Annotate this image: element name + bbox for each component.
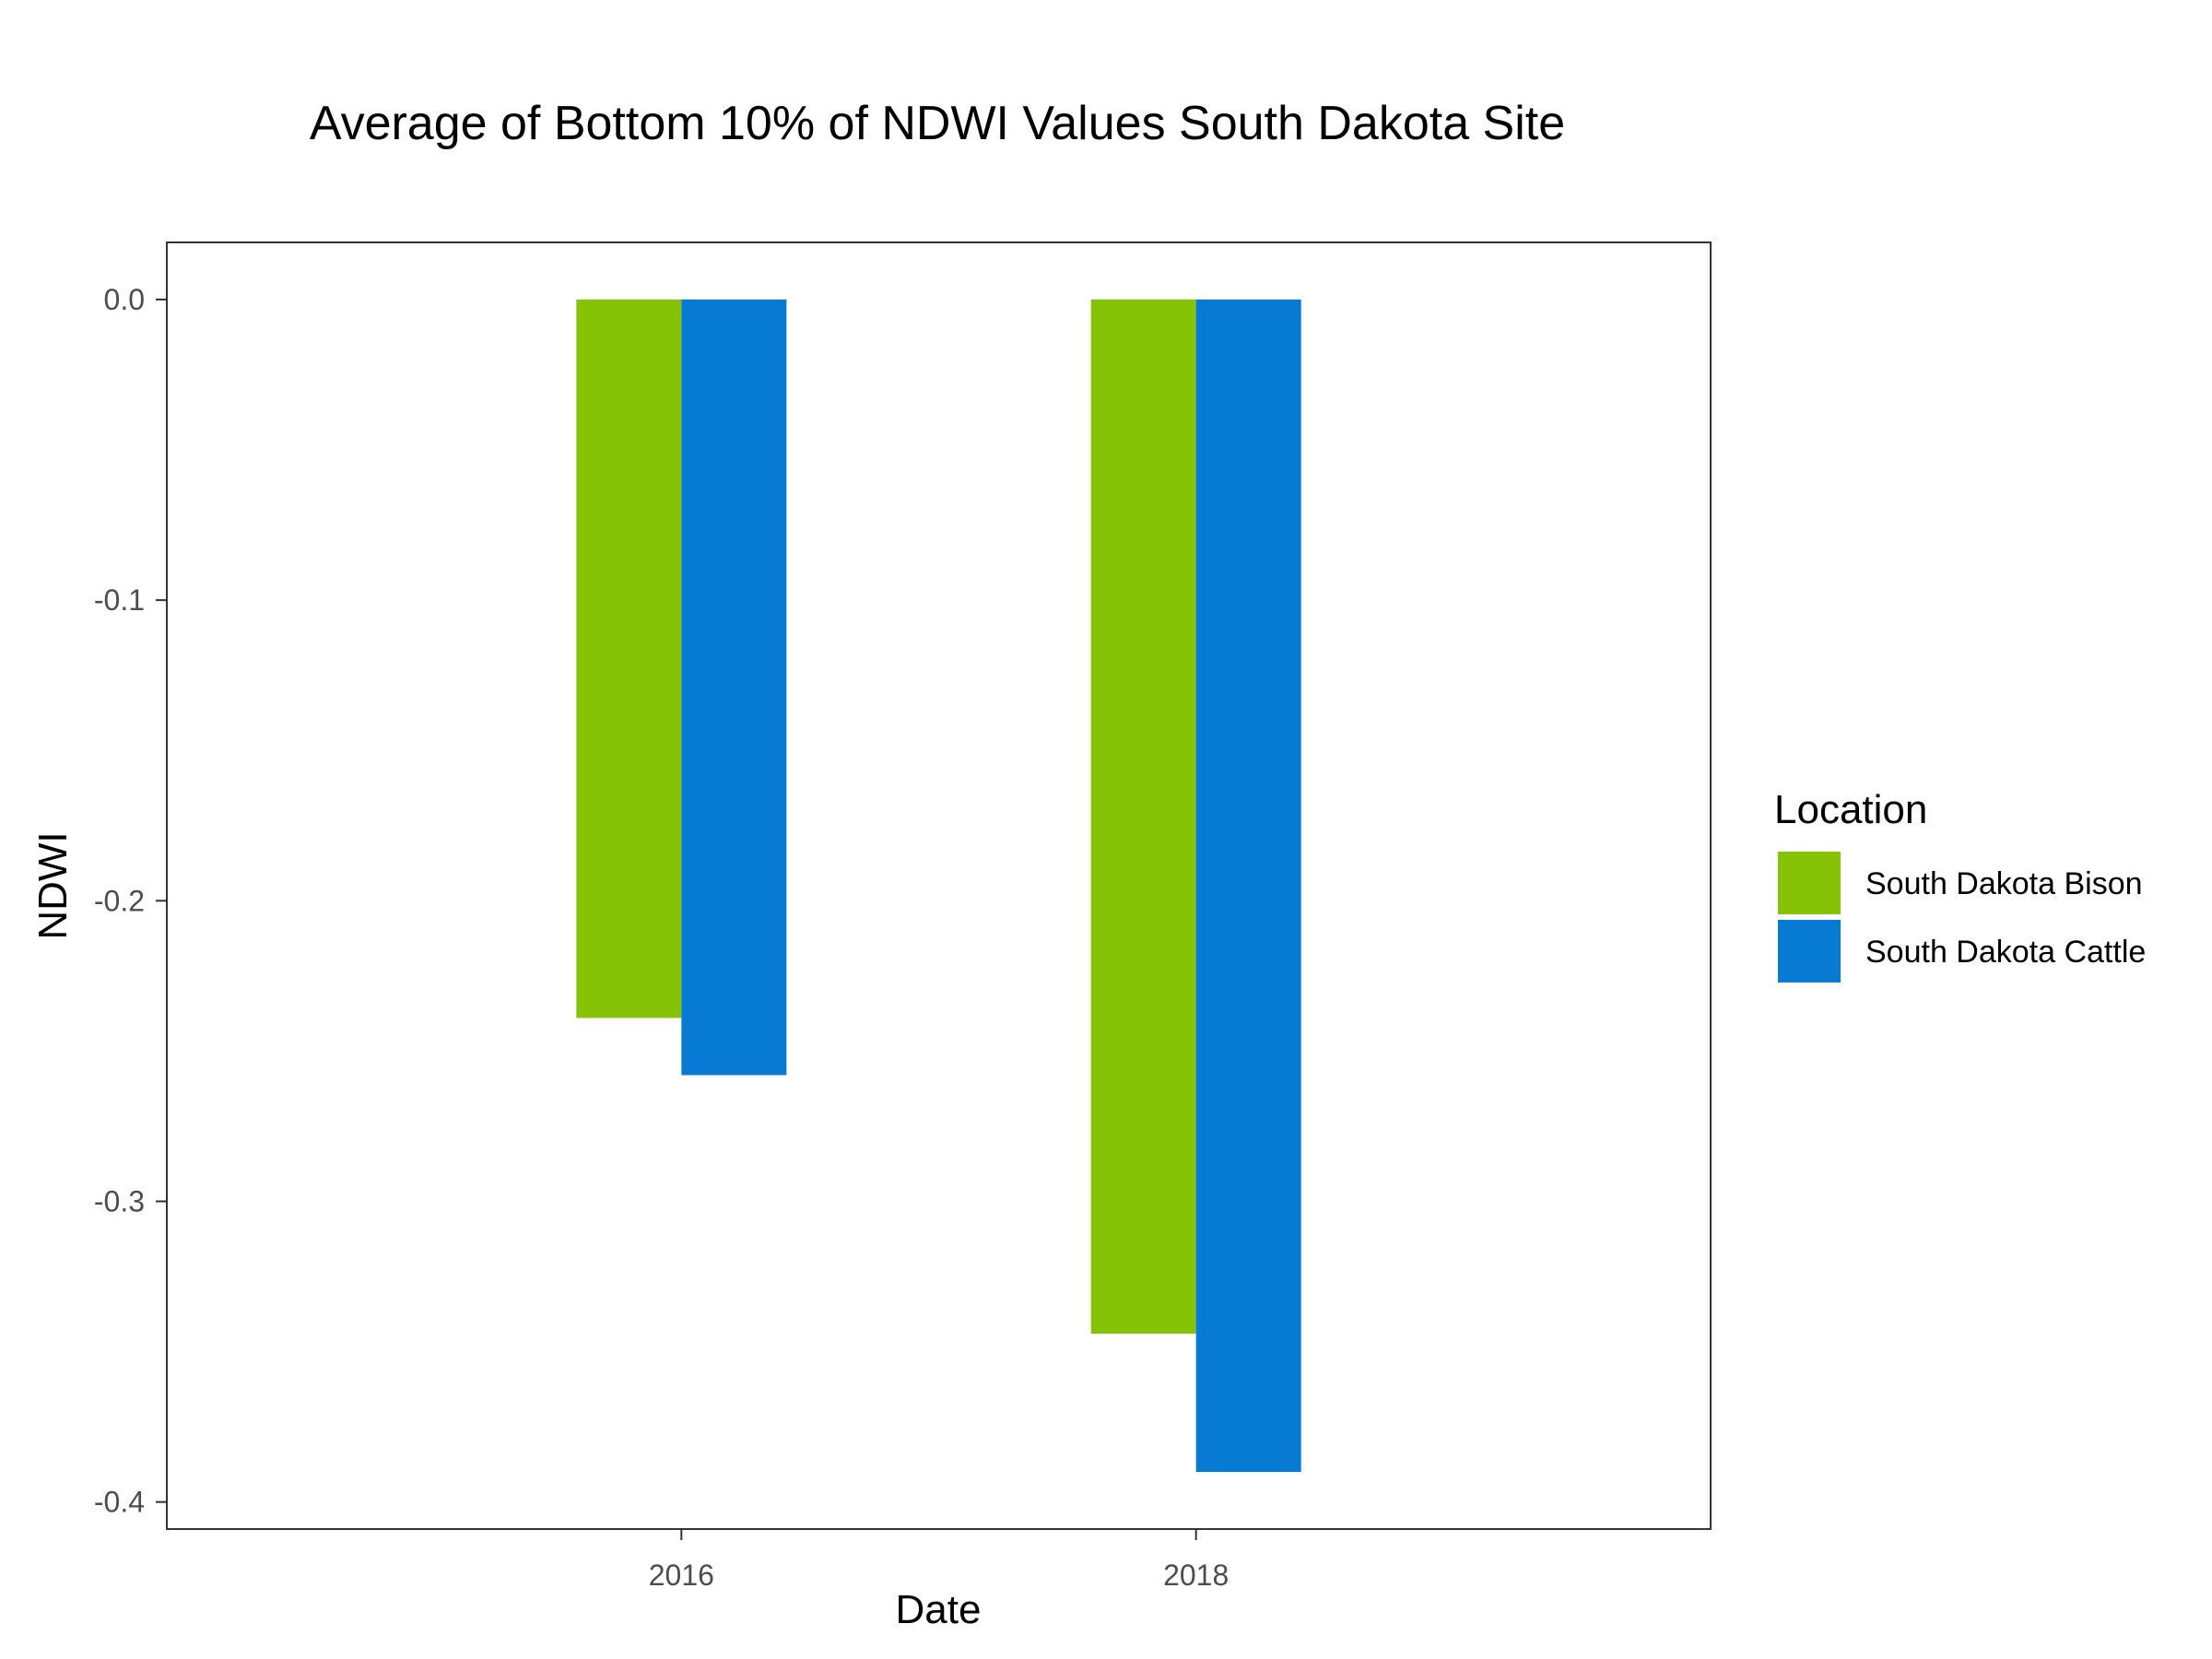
legend-items: South Dakota Bison South Dakota Cattle	[1778, 852, 2146, 982]
x-tick-label: 2016	[649, 1559, 714, 1592]
bar-2018-south-dakota-bison	[1090, 299, 1196, 1334]
legend-swatch	[1778, 852, 1841, 914]
x-axis-title: Date	[896, 1587, 982, 1632]
bar-2016-south-dakota-bison	[576, 299, 682, 1018]
legend-title: Location	[1774, 787, 1927, 832]
plot-panel	[166, 241, 1712, 1530]
chart-title: Average of Bottom 10% of NDWI Values Sou…	[310, 97, 1565, 150]
bars-layer	[576, 299, 1301, 1473]
x-axis: 2016 2018	[649, 1529, 1229, 1592]
legend-swatch	[1778, 920, 1841, 982]
legend-label: South Dakota Cattle	[1865, 935, 2146, 970]
y-axis: 0.0 -0.1 -0.2 -0.3 -0.4	[94, 283, 167, 1519]
legend-label: South Dakota Bison	[1865, 866, 2143, 901]
y-tick-label: -0.3	[94, 1184, 145, 1218]
y-tick-label: 0.0	[104, 283, 145, 316]
bar-2016-south-dakota-cattle	[681, 299, 787, 1076]
y-tick-label: -0.4	[94, 1486, 145, 1519]
x-tick-label: 2018	[1163, 1559, 1229, 1592]
bar-2018-south-dakota-cattle	[1195, 299, 1301, 1473]
y-axis-title: NDWI	[30, 831, 76, 939]
y-tick-label: -0.2	[94, 884, 145, 917]
y-tick-label: -0.1	[94, 583, 145, 617]
